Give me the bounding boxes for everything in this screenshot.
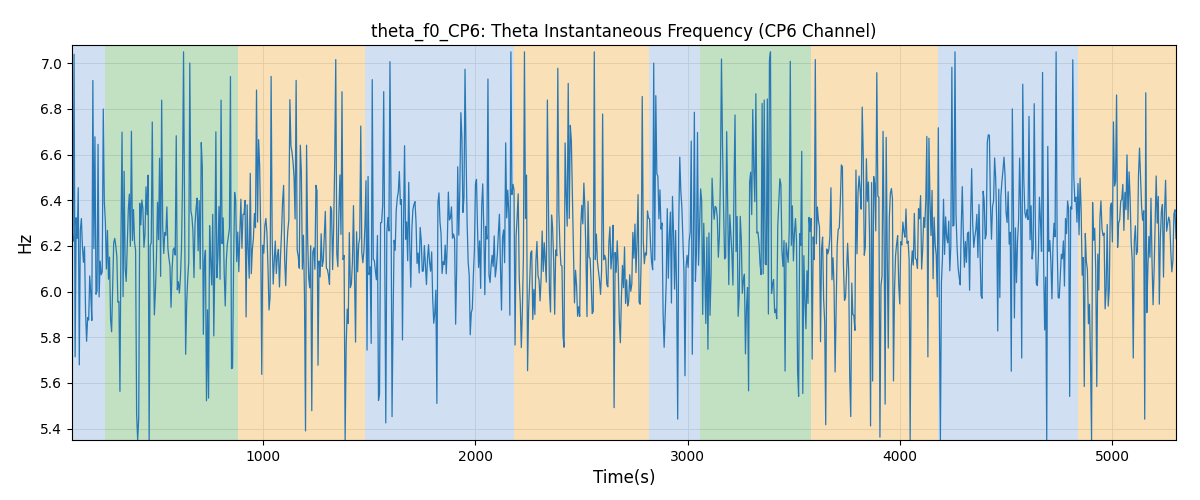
Bar (811, 45, 938, 440)
Bar (365, 45, 514, 440)
X-axis label: Time(s): Time(s) (593, 470, 655, 488)
Bar (938, 45, 1079, 440)
Bar (72, 45, 104, 440)
Bar (1079, 45, 1176, 440)
Bar (238, 45, 365, 440)
Bar (701, 45, 811, 440)
Bar (649, 45, 701, 440)
Bar (104, 45, 238, 440)
Title: theta_f0_CP6: Theta Instantaneous Frequency (CP6 Channel): theta_f0_CP6: Theta Instantaneous Freque… (371, 22, 877, 41)
Bar (514, 45, 649, 440)
Y-axis label: Hz: Hz (17, 232, 35, 253)
